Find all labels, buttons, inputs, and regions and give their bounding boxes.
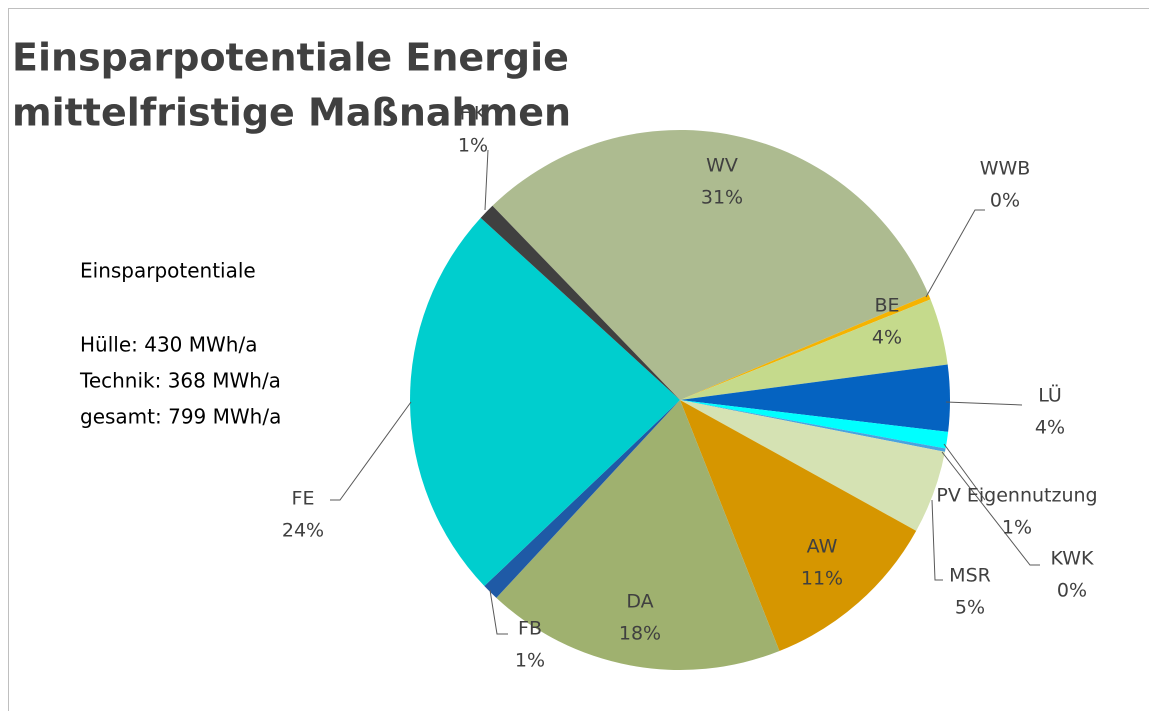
slice-name: FE <box>292 488 315 510</box>
slice-name: PV Eigennutzung <box>936 485 1097 507</box>
annotation-line: Einsparpotentiale <box>80 259 256 283</box>
slice-value: 11% <box>801 568 843 590</box>
annotation-line: Hülle: 430 MWh/a <box>80 333 257 357</box>
slice-name: LÜ <box>1038 384 1062 407</box>
slice-name: AW <box>807 536 838 558</box>
annotation-line: Technik: 368 MWh/a <box>79 369 281 393</box>
slice-value: 1% <box>515 650 545 672</box>
slice-name: FB <box>518 618 542 640</box>
leader-line <box>946 402 1022 405</box>
slice-value: 1% <box>1002 517 1032 539</box>
slice-name: KWK <box>1050 548 1094 570</box>
slice-value: 31% <box>701 187 743 209</box>
slice-value: 0% <box>1057 580 1087 602</box>
slice-value: 5% <box>955 597 985 619</box>
slice-name: DA <box>626 591 653 613</box>
leader-line <box>942 452 1040 565</box>
leader-line <box>932 500 943 580</box>
leader-line <box>330 402 411 500</box>
slice-name: WV <box>706 155 738 177</box>
slice-value: 18% <box>619 623 661 645</box>
chart-title: mittelfristige Maßnahmen <box>12 91 571 135</box>
leader-line <box>926 210 985 297</box>
slice-value: 1% <box>458 135 488 157</box>
pie <box>410 130 950 670</box>
slice-value: 24% <box>282 520 324 542</box>
slice-name: WWB <box>980 158 1031 180</box>
leader-line <box>485 150 488 210</box>
slice-value: 0% <box>990 190 1020 212</box>
slice-name: MSR <box>949 565 991 587</box>
annotation-line: gesamt: 799 MWh/a <box>80 405 281 429</box>
annotation: Einsparpotentiale Hülle: 430 MWh/a Techn… <box>79 259 281 429</box>
chart-title: Einsparpotentiale Energie <box>12 36 569 80</box>
slice-value: 4% <box>1035 417 1065 439</box>
slice-value: 4% <box>872 327 902 349</box>
slice-name: BE <box>874 295 899 317</box>
